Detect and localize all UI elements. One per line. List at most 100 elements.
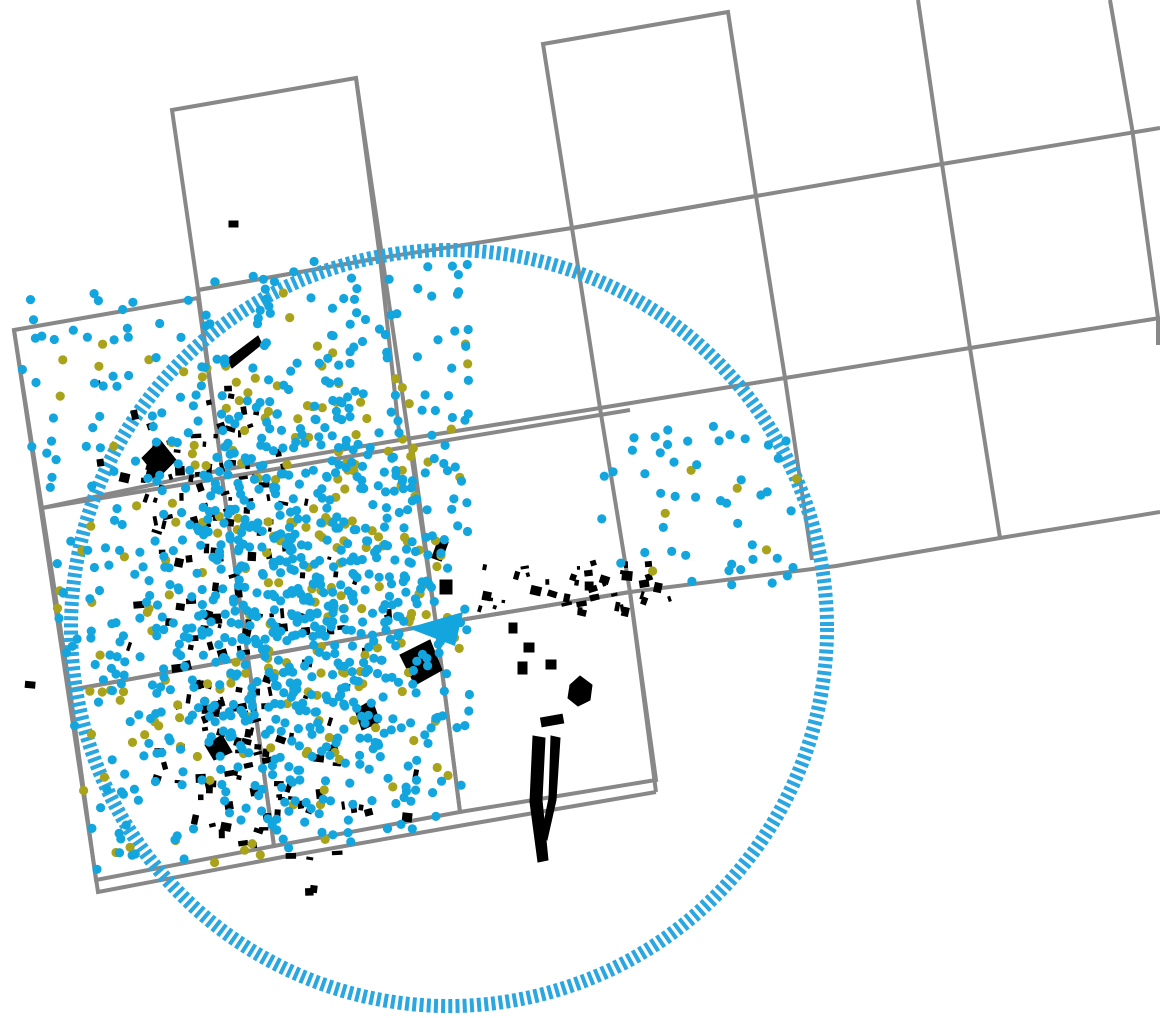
survey-point-olive <box>192 751 202 762</box>
survey-point-blue <box>428 788 438 798</box>
building <box>303 498 309 507</box>
survey-point-blue <box>147 411 157 421</box>
survey-point-blue <box>291 505 302 516</box>
survey-point-olive <box>274 578 284 588</box>
survey-point-blue <box>267 761 277 771</box>
building <box>224 425 236 433</box>
building <box>482 564 488 571</box>
survey-point-blue <box>348 445 358 455</box>
survey-point-blue <box>104 560 114 570</box>
buffer-ring <box>64 243 834 1013</box>
survey-point-blue <box>206 617 216 627</box>
survey-point-blue <box>691 492 701 502</box>
survey-point-blue <box>345 778 355 788</box>
survey-point-blue <box>197 600 207 610</box>
survey-point-blue <box>185 520 195 530</box>
survey-point-blue <box>184 715 194 725</box>
survey-point-olive <box>205 775 215 785</box>
survey-point-blue <box>337 415 347 425</box>
survey-point-olive <box>241 668 251 678</box>
survey-point-blue <box>276 596 286 606</box>
survey-point-blue <box>640 469 650 479</box>
survey-point-olive <box>312 341 322 351</box>
survey-point-blue <box>293 514 303 524</box>
survey-point-olive <box>266 743 276 753</box>
survey-point-blue <box>307 751 317 762</box>
survey-point-olive <box>285 313 295 323</box>
survey-point-blue <box>332 512 342 522</box>
survey-point-olive <box>132 501 142 511</box>
survey-point-blue <box>301 797 311 808</box>
building <box>253 750 263 756</box>
survey-point-blue <box>393 597 403 608</box>
survey-point-blue <box>157 485 167 496</box>
survey-point-blue <box>401 544 412 554</box>
survey-point-blue <box>150 776 160 787</box>
survey-point-blue <box>270 621 280 631</box>
survey-point-blue <box>346 556 356 566</box>
survey-point-blue <box>374 324 385 334</box>
location-marker-icon[interactable] <box>408 612 463 646</box>
survey-point-blue <box>234 411 244 421</box>
survey-point-blue <box>394 507 404 518</box>
survey-point-blue <box>762 487 772 497</box>
building <box>545 579 550 585</box>
survey-point-blue <box>49 334 59 345</box>
survey-point-blue <box>736 565 746 575</box>
survey-point-olive <box>231 377 241 387</box>
survey-point-blue <box>316 518 326 528</box>
survey-point-blue <box>338 604 348 614</box>
survey-point-blue <box>257 784 267 794</box>
survey-point-olive <box>187 449 197 459</box>
survey-point-blue <box>306 690 316 700</box>
survey-point-blue <box>168 618 178 628</box>
survey-point-blue <box>328 697 338 708</box>
survey-point-blue <box>92 864 102 874</box>
survey-point-blue <box>187 675 197 685</box>
survey-point-blue <box>348 697 359 707</box>
building <box>191 635 199 642</box>
building <box>188 474 194 483</box>
survey-point-blue <box>223 509 233 519</box>
survey-point-blue <box>261 294 271 304</box>
survey-point-blue <box>290 529 300 539</box>
survey-point-blue <box>420 390 430 400</box>
survey-point-blue <box>214 640 224 650</box>
survey-point-blue <box>346 837 356 847</box>
survey-point-blue <box>316 440 326 450</box>
survey-point-blue <box>215 680 225 690</box>
survey-point-blue <box>314 809 324 819</box>
survey-point-blue <box>417 405 427 415</box>
survey-point-blue <box>265 308 275 318</box>
survey-point-blue <box>280 797 290 807</box>
survey-point-blue <box>289 565 299 576</box>
survey-point-blue <box>284 662 294 672</box>
building <box>160 520 167 530</box>
survey-point-blue <box>307 729 317 740</box>
survey-point-blue <box>187 592 197 602</box>
survey-point-blue <box>334 460 344 470</box>
survey-point-blue <box>289 267 299 277</box>
building <box>341 801 346 810</box>
survey-point-olive <box>263 578 273 588</box>
survey-point-blue <box>135 547 145 557</box>
building <box>614 601 621 612</box>
survey-point-blue <box>305 612 316 622</box>
survey-point-blue <box>182 624 192 634</box>
survey-point-blue <box>274 501 284 511</box>
survey-point-blue <box>120 657 130 667</box>
survey-point-blue <box>279 380 289 390</box>
survey-point-blue <box>462 259 472 270</box>
survey-point-blue <box>139 751 149 761</box>
survey-point-blue <box>369 636 379 646</box>
survey-point-blue <box>105 650 115 660</box>
survey-point-blue <box>339 699 349 709</box>
survey-point-blue <box>401 587 411 597</box>
survey-point-blue <box>413 283 423 294</box>
survey-point-olive <box>340 668 350 678</box>
building <box>279 608 285 619</box>
survey-point-blue <box>276 425 287 435</box>
survey-point-blue <box>403 761 413 771</box>
survey-point-blue <box>349 675 359 685</box>
